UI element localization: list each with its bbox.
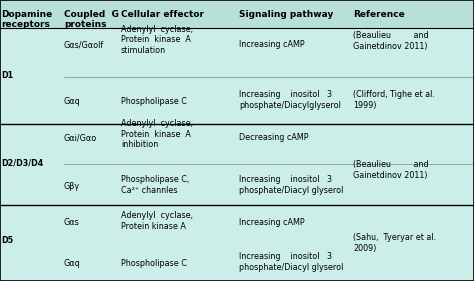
Text: Phospholipase C: Phospholipase C: [121, 259, 187, 268]
Text: Adenylyl  cyclase,: Adenylyl cyclase,: [121, 25, 193, 34]
Text: Increasing cAMP: Increasing cAMP: [239, 40, 305, 49]
Text: 2009): 2009): [353, 244, 376, 253]
Text: (Beaulieu         and: (Beaulieu and: [353, 160, 429, 169]
Text: Gαs/Gαolf: Gαs/Gαolf: [64, 40, 104, 49]
Text: phosphate/Diacyl glyserol: phosphate/Diacyl glyserol: [239, 263, 344, 272]
Text: phosphate/Diacyl glyserol: phosphate/Diacyl glyserol: [239, 186, 344, 195]
Text: Gαq: Gαq: [64, 97, 81, 106]
Text: Decreasing cAMP: Decreasing cAMP: [239, 133, 309, 142]
Text: Increasing    inositol   3: Increasing inositol 3: [239, 175, 332, 184]
Text: D2/D3/D4: D2/D3/D4: [1, 158, 43, 167]
Text: Increasing cAMP: Increasing cAMP: [239, 218, 305, 227]
Text: Phospholipase C,: Phospholipase C,: [121, 175, 189, 184]
Bar: [0, 0, 474, 28]
Text: Protein  kinase  A: Protein kinase A: [121, 130, 191, 139]
Text: Protein kinase A: Protein kinase A: [121, 222, 186, 231]
Text: Gαs: Gαs: [64, 218, 80, 227]
Text: Increasing    inositol   3: Increasing inositol 3: [239, 252, 332, 261]
Text: stimulation: stimulation: [121, 46, 166, 55]
Text: Increasing    inositol   3: Increasing inositol 3: [239, 90, 332, 99]
Text: Cellular effector: Cellular effector: [121, 10, 204, 19]
Text: (Sahu,  Tyeryar et al.: (Sahu, Tyeryar et al.: [353, 233, 436, 242]
Text: Coupled  G
proteins: Coupled G proteins: [64, 10, 119, 29]
Text: Gβγ: Gβγ: [64, 182, 80, 191]
Text: Adenylyl  cyclase,: Adenylyl cyclase,: [121, 211, 193, 220]
Text: (Clifford, Tighe et al.: (Clifford, Tighe et al.: [353, 90, 435, 99]
Text: Phospholipase C: Phospholipase C: [121, 97, 187, 106]
Text: Gαi/Gαo: Gαi/Gαo: [64, 134, 97, 143]
Text: Gαq: Gαq: [64, 259, 81, 268]
Text: Gainetdinov 2011): Gainetdinov 2011): [353, 42, 428, 51]
Text: D5: D5: [1, 236, 13, 245]
Text: 1999): 1999): [353, 101, 377, 110]
Text: Signaling pathway: Signaling pathway: [239, 10, 334, 19]
Text: (Beaulieu         and: (Beaulieu and: [353, 31, 429, 40]
Text: phosphate/Diacylglyserol: phosphate/Diacylglyserol: [239, 101, 341, 110]
Text: Ca²⁺ channles: Ca²⁺ channles: [121, 186, 177, 195]
Text: Reference: Reference: [353, 10, 405, 19]
Text: Adenylyl  cyclase,: Adenylyl cyclase,: [121, 119, 193, 128]
Text: Dopamine
receptors: Dopamine receptors: [1, 10, 52, 29]
Text: Gainetdinov 2011): Gainetdinov 2011): [353, 171, 428, 180]
Text: Protein  kinase  A: Protein kinase A: [121, 35, 191, 44]
Text: inhibition: inhibition: [121, 140, 158, 149]
Text: D1: D1: [1, 71, 13, 80]
